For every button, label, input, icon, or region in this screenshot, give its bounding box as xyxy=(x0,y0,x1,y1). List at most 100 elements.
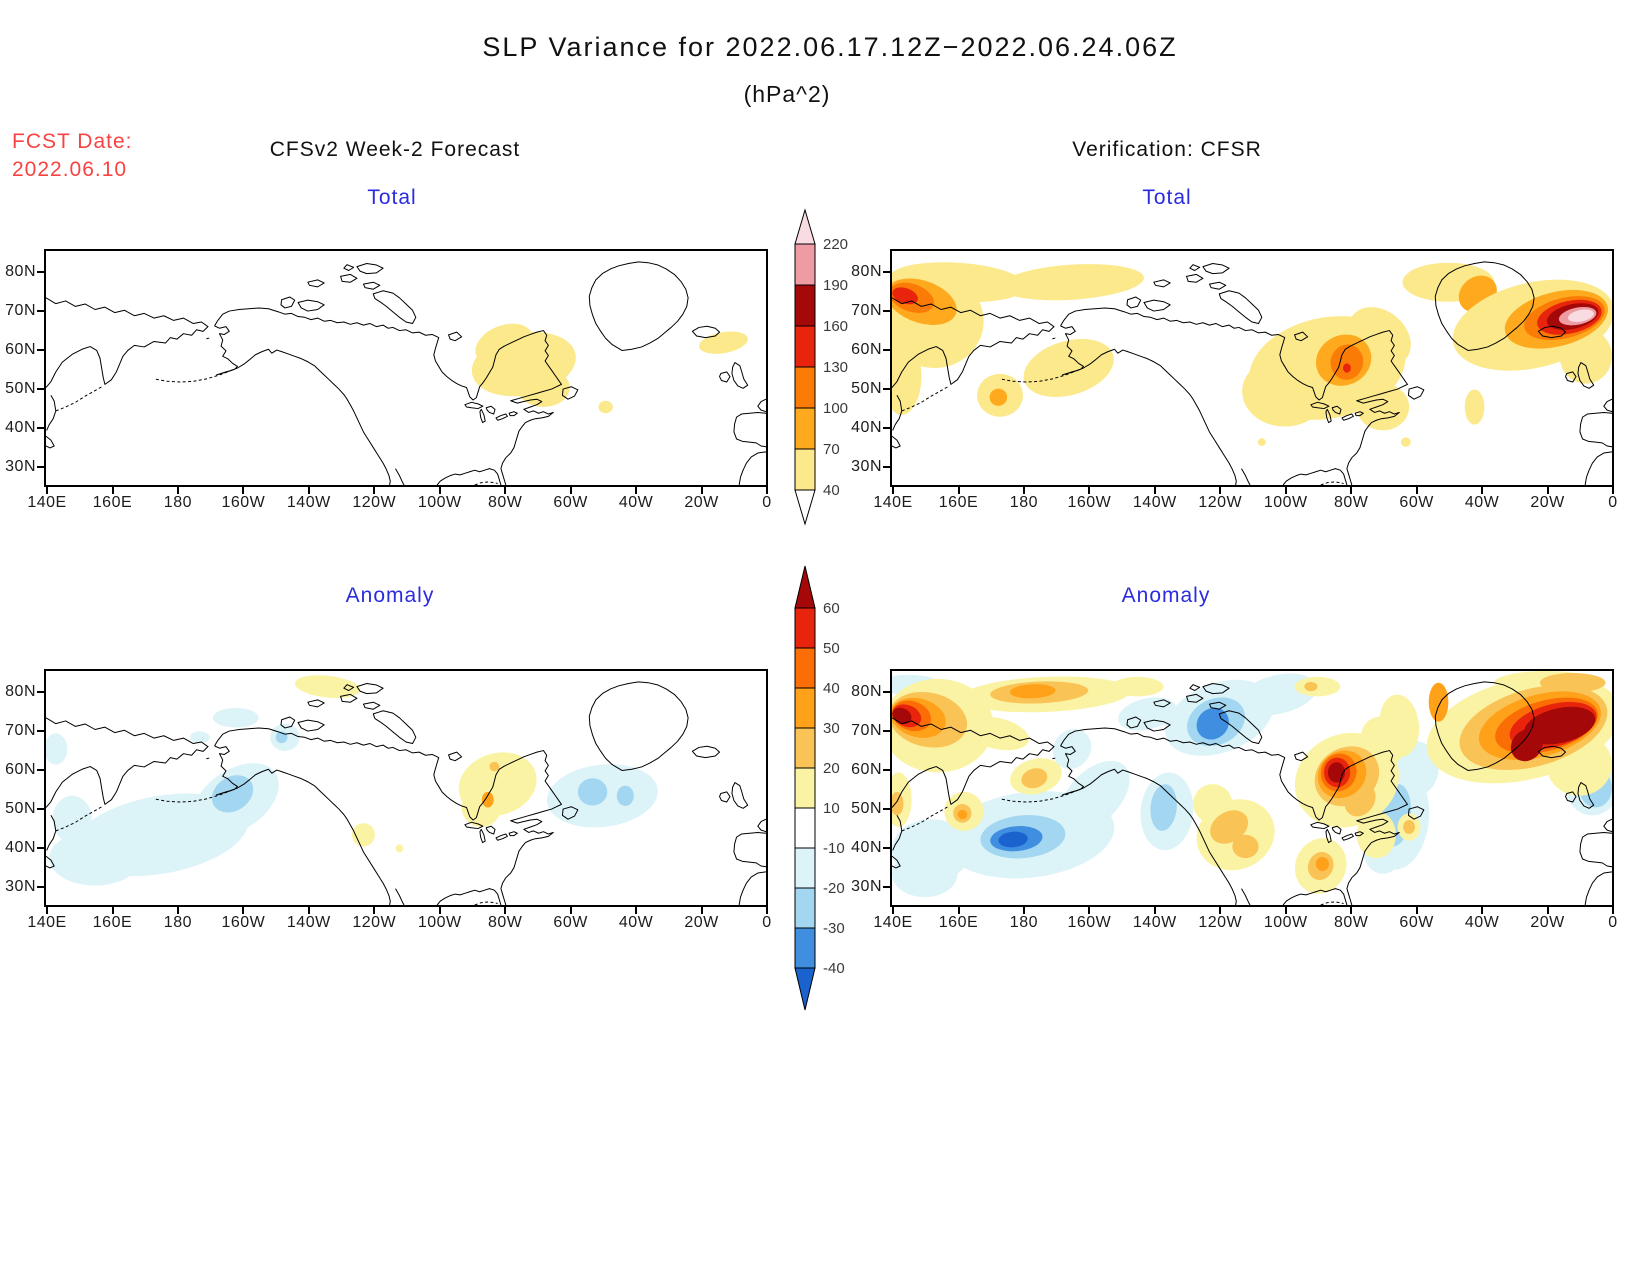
coastline xyxy=(215,728,562,905)
contour-fill-region xyxy=(957,809,968,820)
coastline xyxy=(449,332,462,341)
lon-tick xyxy=(242,485,245,494)
colorbar-arrow-bottom xyxy=(794,967,816,1011)
colorbar-segment xyxy=(794,448,816,491)
map-plot-area xyxy=(892,671,1612,905)
colorbar-total: 220 190 160 130 100 70 40 xyxy=(794,208,848,526)
lat-label: 80N xyxy=(851,262,882,280)
lat-label: 40N xyxy=(851,838,882,856)
coastline xyxy=(1061,308,1408,485)
lon-tick xyxy=(957,905,960,914)
contour-fill-region xyxy=(989,388,1008,406)
lat-label: 50N xyxy=(5,379,36,397)
colorbar-segment xyxy=(794,687,816,729)
contour-fill-region xyxy=(1294,676,1341,697)
coastline xyxy=(509,412,517,416)
lon-tick xyxy=(892,905,894,914)
lon-label: 180 xyxy=(163,494,192,511)
lat-tick xyxy=(37,309,46,312)
lon-tick xyxy=(1546,485,1549,494)
coastline xyxy=(1355,412,1363,416)
lat-tick xyxy=(37,768,46,771)
lon-tick xyxy=(1284,485,1287,494)
contour-fill-region xyxy=(699,331,748,354)
coastline xyxy=(486,826,495,834)
lon-label: 40W xyxy=(618,494,654,511)
lon-label: 160E xyxy=(92,494,133,511)
coastline xyxy=(47,815,56,850)
panel-label-fcst-anomaly: Anomaly xyxy=(345,584,435,607)
coastline xyxy=(1408,807,1423,819)
coastline xyxy=(215,326,391,485)
contour-fill-region xyxy=(1356,383,1410,431)
coastline xyxy=(154,790,233,802)
lat-label: 40N xyxy=(5,838,36,856)
coastline xyxy=(1242,889,1251,905)
colorbar-segment xyxy=(794,927,816,969)
lon-label: 60W xyxy=(553,914,588,931)
contour-fill-region xyxy=(475,323,533,366)
lon-tick xyxy=(46,905,48,914)
coastline xyxy=(892,856,900,868)
contour-fill-region xyxy=(1060,760,1130,831)
map-plot-area xyxy=(892,251,1612,485)
lon-label: 120W xyxy=(1198,914,1243,931)
lon-label: 160E xyxy=(938,494,979,511)
coastline xyxy=(1355,832,1363,836)
lon-tick xyxy=(438,485,441,494)
coastline xyxy=(1144,300,1170,311)
coastline xyxy=(1580,412,1612,446)
coastline xyxy=(902,806,949,831)
coastline xyxy=(308,700,324,707)
coastline xyxy=(1061,728,1408,905)
coastline xyxy=(496,414,507,420)
contour-fill-region xyxy=(1196,707,1229,740)
lat-tick xyxy=(883,768,892,771)
coastline xyxy=(1435,682,1534,771)
lon-tick xyxy=(373,905,376,914)
coastline xyxy=(739,452,766,485)
coastline xyxy=(589,682,688,771)
figure-title: SLP Variance for 2022.06.17.12Z−2022.06.… xyxy=(482,32,1178,62)
contour-fill-region xyxy=(892,791,904,816)
colorbar-tick-label: 190 xyxy=(823,277,848,294)
coastline xyxy=(1061,326,1237,485)
lon-label: 180 xyxy=(1009,494,1038,511)
lon-tick xyxy=(438,905,441,914)
coastline xyxy=(892,718,1054,808)
contour-fill-region xyxy=(616,785,634,806)
colorbar-tick-label: 50 xyxy=(823,640,840,657)
lon-label: 20W xyxy=(1530,914,1565,931)
lon-label: 20W xyxy=(684,494,719,511)
coastline xyxy=(758,399,766,411)
coastline xyxy=(1321,902,1344,905)
lon-label: 120W xyxy=(352,494,397,511)
coastline xyxy=(1342,834,1353,840)
coastline xyxy=(56,806,103,831)
lon-label: 140E xyxy=(27,914,67,931)
coastline xyxy=(465,822,483,828)
lon-tick xyxy=(1546,905,1549,914)
coastline xyxy=(734,832,766,866)
coastline xyxy=(496,834,507,840)
lon-tick xyxy=(635,905,638,914)
lon-tick xyxy=(569,485,572,494)
contour-fill-region xyxy=(1428,682,1449,722)
contour-fill-region xyxy=(489,761,500,772)
coastline xyxy=(1295,752,1308,761)
lon-tick xyxy=(46,485,48,494)
lat-label: 80N xyxy=(851,682,882,700)
coastline xyxy=(480,409,485,422)
lat-tick xyxy=(883,387,892,390)
coastline xyxy=(486,406,495,414)
lon-tick xyxy=(1284,905,1287,914)
contour-fill-region xyxy=(1403,819,1415,835)
lon-tick xyxy=(569,905,572,914)
lon-label: 140W xyxy=(286,494,331,511)
lon-tick xyxy=(176,485,179,494)
coastline xyxy=(692,746,719,757)
contour-fill-region xyxy=(46,733,68,765)
lon-label: 100W xyxy=(417,914,462,931)
coastline xyxy=(1326,829,1331,842)
